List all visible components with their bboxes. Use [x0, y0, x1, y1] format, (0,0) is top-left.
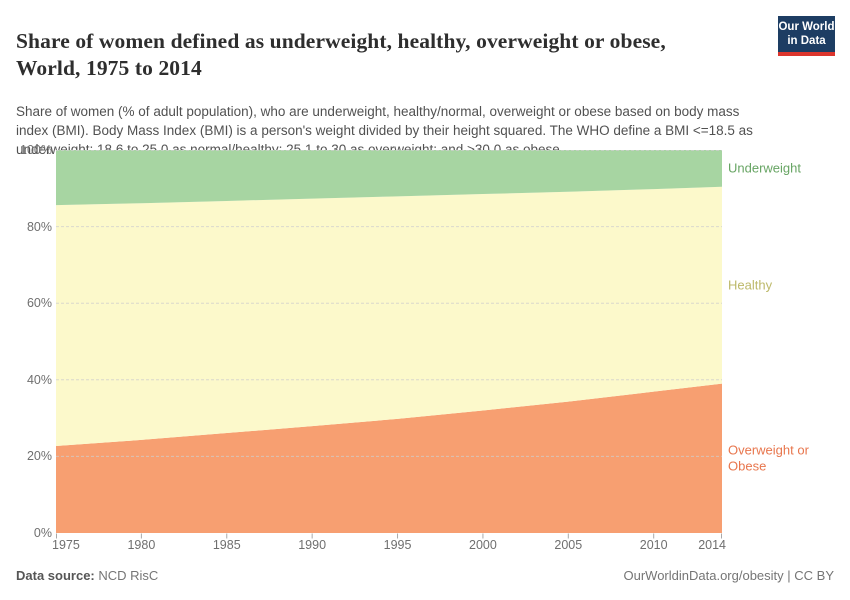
x-axis-label: 1990: [298, 538, 327, 552]
y-axis-label: 100%: [20, 143, 52, 157]
data-source-value: NCD RisC: [98, 568, 159, 583]
page-title: Share of women defined as underweight, h…: [16, 28, 776, 82]
series-label-overweight-or-obese: Overweight or Obese: [728, 442, 809, 474]
x-axis-label: 1985: [212, 538, 241, 552]
owid-logo[interactable]: Our World in Data: [778, 16, 835, 56]
owid-logo-line2: in Data: [787, 34, 826, 47]
y-axis-label: 60%: [26, 296, 52, 311]
data-source-label: Data source:: [16, 568, 95, 583]
x-axis-label: 2014: [698, 538, 726, 552]
stacked-area-plot[interactable]: [56, 150, 722, 540]
x-axis-label: 1975: [52, 538, 80, 552]
attribution-link[interactable]: OurWorldinData.org/obesity | CC BY: [623, 568, 835, 583]
area-healthy[interactable]: [56, 186, 722, 447]
owid-logo-line1: Our World: [778, 21, 835, 33]
x-axis-label: 2005: [554, 538, 583, 552]
x-axis-label: 2000: [469, 538, 497, 552]
page-title-line1: Share of women defined as underweight, h…: [16, 29, 666, 54]
page-title-line2: World, 1975 to 2014: [16, 56, 202, 81]
y-axis-label: 40%: [26, 372, 52, 387]
chart-subtitle-line2: index (BMI). Body Mass Index (BMI) is a …: [16, 122, 753, 138]
area-underweight[interactable]: [56, 150, 722, 206]
x-axis-label: 1995: [383, 538, 412, 552]
x-axis-label: 2010: [639, 538, 668, 552]
y-axis-label: 80%: [26, 219, 52, 234]
series-label-underweight: Underweight: [728, 160, 801, 176]
y-axis-label: 20%: [26, 449, 52, 464]
data-source: Data source: NCD RisC: [16, 568, 158, 583]
area-overweight-or-obese[interactable]: [56, 383, 722, 533]
y-axis-label: 0%: [33, 526, 52, 540]
series-label-healthy: Healthy: [728, 277, 773, 293]
x-axis-label: 1980: [127, 538, 156, 552]
chart-subtitle-line1: Share of women (% of adult population), …: [16, 103, 740, 119]
